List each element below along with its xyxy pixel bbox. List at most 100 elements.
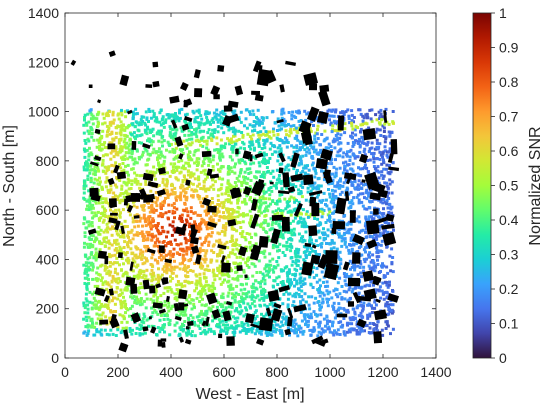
snr-point: [378, 128, 382, 132]
snr-point: [272, 279, 276, 283]
snr-point: [241, 220, 245, 224]
snr-point: [363, 260, 367, 264]
snr-point: [230, 234, 234, 238]
snr-point: [272, 326, 276, 330]
snr-point: [233, 298, 237, 302]
snr-point: [262, 154, 266, 158]
snr-point: [147, 324, 150, 328]
snr-point: [332, 137, 336, 141]
snr-point: [230, 158, 234, 162]
snr-point: [308, 250, 312, 254]
snr-point: [91, 277, 95, 281]
snr-point: [293, 209, 297, 213]
snr-point: [150, 306, 154, 310]
snr-point: [376, 165, 380, 169]
snr-point: [265, 273, 269, 277]
snr-point: [190, 125, 194, 129]
snr-point: [245, 308, 249, 312]
snr-point: [305, 112, 309, 116]
snr-point: [372, 265, 376, 269]
snr-point: [238, 303, 242, 307]
snr-point: [82, 131, 86, 135]
snr-point: [289, 245, 293, 249]
snr-point: [230, 292, 234, 296]
snr-point: [111, 149, 114, 153]
snr-point: [117, 112, 121, 116]
snr-point: [84, 268, 88, 271]
snr-point: [289, 231, 293, 235]
snr-point: [288, 182, 292, 186]
snr-point: [125, 146, 128, 150]
snr-point: [180, 217, 184, 220]
snr-point: [202, 272, 206, 276]
snr-point: [246, 132, 250, 136]
snr-point: [294, 249, 297, 253]
snr-point: [192, 172, 196, 176]
snr-point: [211, 281, 215, 285]
snr-point: [107, 297, 111, 301]
snr-point: [287, 168, 291, 172]
snr-point: [203, 284, 207, 288]
snr-point: [151, 300, 155, 304]
snr-point: [326, 218, 330, 222]
snr-point: [169, 113, 173, 117]
snr-point: [378, 211, 381, 215]
snr-point: [297, 126, 301, 130]
snr-point: [262, 151, 266, 155]
snr-point: [235, 139, 239, 143]
snr-point: [224, 308, 228, 312]
snr-point: [150, 224, 154, 228]
snr-point: [108, 242, 112, 246]
snr-point: [293, 136, 297, 140]
snr-point: [278, 242, 282, 246]
snr-point: [194, 222, 197, 226]
snr-point: [195, 168, 199, 172]
snr-point: [231, 315, 235, 319]
snr-point: [377, 249, 381, 253]
snr-point: [358, 145, 362, 149]
snr-point: [97, 110, 101, 114]
snr-point: [128, 192, 132, 196]
snr-point: [156, 237, 160, 241]
snr-point: [165, 265, 169, 269]
snr-point: [176, 117, 180, 121]
snr-point: [152, 134, 156, 138]
snr-point: [300, 295, 304, 298]
snr-point: [211, 128, 215, 132]
snr-point: [349, 243, 353, 247]
snr-point: [301, 240, 305, 244]
snr-point: [317, 193, 320, 197]
snr-point: [295, 130, 299, 134]
snr-point: [261, 175, 265, 179]
snr-point: [334, 158, 337, 162]
snr-point: [332, 246, 336, 250]
snr-point: [230, 324, 234, 328]
snr-point: [141, 250, 145, 254]
snr-point: [108, 273, 112, 277]
snr-point: [243, 297, 247, 301]
snr-point: [257, 321, 261, 325]
snr-point: [138, 252, 142, 256]
snr-point: [224, 306, 228, 310]
snr-point: [277, 275, 281, 279]
snr-point: [384, 221, 387, 224]
snr-point: [287, 230, 291, 234]
snr-point: [149, 297, 153, 301]
snr-point: [368, 284, 372, 288]
snr-point: [187, 173, 190, 177]
snr-point: [88, 164, 92, 168]
snr-point: [235, 277, 239, 281]
snr-point: [289, 158, 293, 162]
snr-point: [231, 296, 234, 300]
snr-point: [87, 329, 91, 333]
snr-point: [236, 220, 240, 224]
snr-point: [244, 162, 248, 166]
snr-point: [156, 222, 160, 225]
snr-point: [326, 300, 329, 304]
snr-point: [229, 184, 233, 188]
snr-point: [245, 249, 249, 253]
snr-point: [260, 312, 263, 316]
snr-point: [132, 259, 136, 263]
snr-point: [220, 201, 224, 205]
snr-point: [233, 316, 237, 320]
